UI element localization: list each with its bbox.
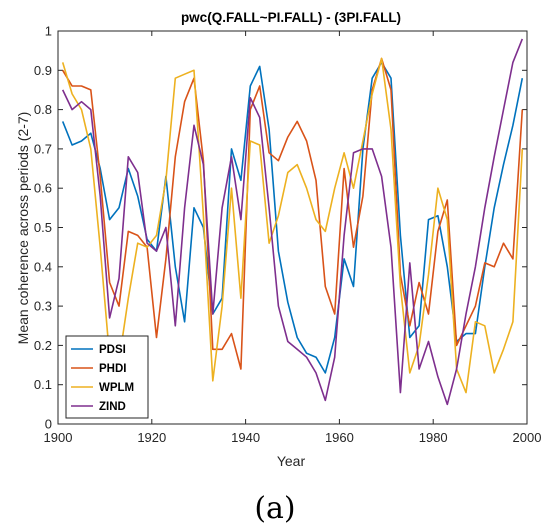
y-tick-label: 0.8 (34, 102, 52, 117)
chart-title: pwc(Q.FALL~PI.FALL) - (3PI.FALL) (181, 10, 401, 25)
axis-ticks: 1900 1920 1940 1960 1980 2000 0 0.1 0.2 0.3 0.4 0.5… (34, 24, 542, 446)
x-tick-label: 1980 (419, 430, 448, 445)
y-tick-label: 0.7 (34, 141, 52, 156)
y-tick-label: 0.5 (34, 220, 52, 235)
series-line-pdsi (61, 61, 524, 374)
legend: PDSI PHDI WPLM ZIND (65, 335, 149, 419)
figure-caption: (a) (254, 491, 295, 526)
legend-label: WPLM (99, 382, 134, 394)
y-axis-label: Mean coherence across periods (2-7) (15, 112, 31, 345)
y-tick-label: 0.1 (34, 377, 52, 392)
x-tick-label: 1900 (44, 430, 73, 445)
x-tick-label: 1960 (325, 430, 354, 445)
legend-label: PHDI (99, 363, 126, 375)
x-tick-label: 1940 (231, 430, 260, 445)
y-tick-label: 0.6 (34, 181, 52, 196)
x-tick-label: 1920 (137, 430, 166, 445)
y-tick-label: 0 (45, 417, 52, 432)
y-tick-label: 0.2 (34, 338, 52, 353)
series-lines (61, 38, 524, 406)
legend-label: PDSI (99, 344, 126, 356)
y-tick-label: 0.4 (34, 259, 52, 274)
series-line-wplm (61, 57, 524, 394)
y-tick-label: 1 (45, 24, 52, 39)
y-tick-label: 0.9 (34, 63, 52, 78)
legend-label: ZIND (99, 401, 126, 413)
series-line-phdi (62, 57, 524, 370)
x-tick-label: 2000 (513, 430, 542, 445)
x-axis-label: Year (277, 453, 306, 469)
y-tick-label: 0.3 (34, 299, 52, 314)
series-line-zind (61, 38, 524, 406)
